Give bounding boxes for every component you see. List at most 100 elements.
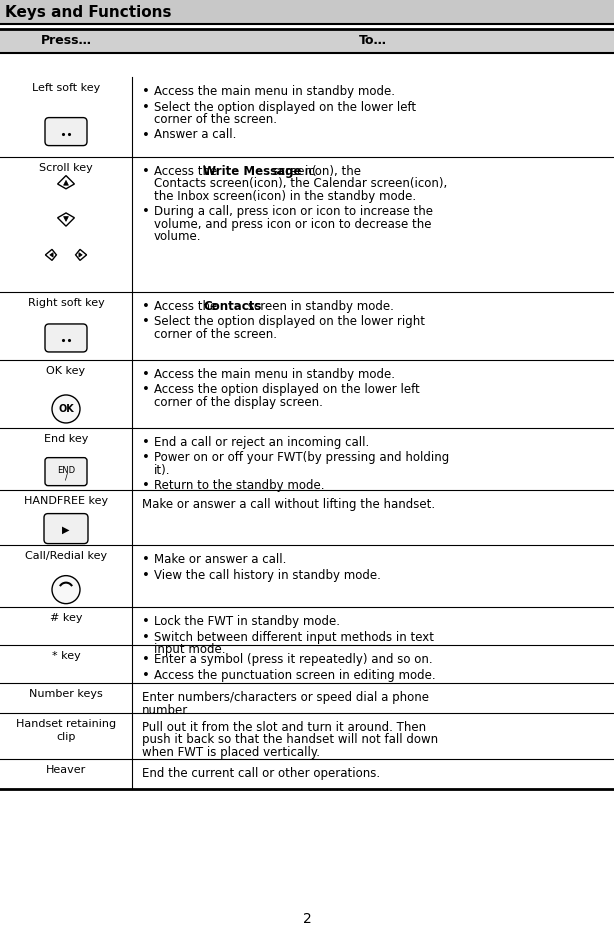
Text: Keys and Functions: Keys and Functions <box>5 5 171 20</box>
Text: Enter numbers/characters or speed dial a phone: Enter numbers/characters or speed dial a… <box>142 691 429 704</box>
Text: ▶: ▶ <box>62 525 70 535</box>
Text: Heaver: Heaver <box>46 765 86 775</box>
Text: push it back so that the handset will not fall down: push it back so that the handset will no… <box>142 733 438 746</box>
Text: End a call or reject an incoming call.: End a call or reject an incoming call. <box>154 436 369 449</box>
Bar <box>0 645 614 683</box>
Text: •: • <box>142 165 150 178</box>
Text: HANDFREE key: HANDFREE key <box>24 496 108 506</box>
Text: it).: it). <box>154 464 171 477</box>
Text: Select the option displayed on the lower left: Select the option displayed on the lower… <box>154 100 416 113</box>
Text: Make or answer a call.: Make or answer a call. <box>154 553 286 566</box>
Text: Return to the standby mode.: Return to the standby mode. <box>154 480 325 493</box>
FancyBboxPatch shape <box>45 324 87 352</box>
Text: Enter a symbol (press it repeatedly) and so on.: Enter a symbol (press it repeatedly) and… <box>154 653 433 666</box>
Text: screen(: screen( <box>270 165 317 178</box>
Text: •: • <box>142 315 150 328</box>
Bar <box>0 360 614 428</box>
Circle shape <box>52 395 80 423</box>
Text: •: • <box>142 480 150 493</box>
Text: •: • <box>142 653 150 666</box>
Text: number.: number. <box>142 703 191 716</box>
Text: OK: OK <box>58 404 74 414</box>
Text: •: • <box>142 128 150 141</box>
FancyBboxPatch shape <box>44 513 88 543</box>
Text: volume.: volume. <box>154 231 201 243</box>
Text: END: END <box>57 467 75 475</box>
Circle shape <box>52 576 80 604</box>
Text: Contacts screen(icon), the Calendar screen(icon),: Contacts screen(icon), the Calendar scre… <box>154 178 447 191</box>
Bar <box>0 77 614 157</box>
Bar <box>0 545 614 607</box>
Text: Press…: Press… <box>41 35 91 48</box>
Text: * key: * key <box>52 651 80 661</box>
Text: •: • <box>142 568 150 582</box>
Text: Make or answer a call without lifting the handset.: Make or answer a call without lifting th… <box>142 498 435 511</box>
Text: To…: To… <box>359 35 387 48</box>
Text: 2: 2 <box>303 912 311 926</box>
Text: Select the option displayed on the lower right: Select the option displayed on the lower… <box>154 315 425 328</box>
Text: Access the: Access the <box>154 300 221 313</box>
Text: Access the punctuation screen in editing mode.: Access the punctuation screen in editing… <box>154 669 435 682</box>
Text: # key: # key <box>50 613 82 623</box>
Polygon shape <box>79 252 82 257</box>
Text: corner of the display screen.: corner of the display screen. <box>154 396 323 409</box>
Text: Pull out it from the slot and turn it around. Then: Pull out it from the slot and turn it ar… <box>142 721 426 734</box>
Text: clip: clip <box>56 731 76 741</box>
Bar <box>0 607 614 645</box>
Bar <box>0 428 614 490</box>
Text: Access the main menu in standby mode.: Access the main menu in standby mode. <box>154 368 395 381</box>
Text: Scroll key: Scroll key <box>39 163 93 173</box>
Text: •: • <box>142 615 150 628</box>
Text: corner of the screen.: corner of the screen. <box>154 328 277 341</box>
Text: •: • <box>142 669 150 682</box>
Text: Access the: Access the <box>154 165 221 178</box>
Text: •: • <box>142 85 150 98</box>
Text: Write Message: Write Message <box>203 165 301 178</box>
Text: volume, and press icon or icon to decrease the: volume, and press icon or icon to decrea… <box>154 218 432 231</box>
Bar <box>0 490 614 545</box>
Text: Lock the FWT in standby mode.: Lock the FWT in standby mode. <box>154 615 340 628</box>
Text: During a call, press icon or icon to increase the: During a call, press icon or icon to inc… <box>154 206 433 219</box>
Text: •: • <box>142 452 150 465</box>
Text: •: • <box>142 206 150 219</box>
Text: /: / <box>64 472 68 482</box>
Text: Left soft key: Left soft key <box>32 83 100 93</box>
Text: when FWT is placed vertically.: when FWT is placed vertically. <box>142 746 320 759</box>
Text: Right soft key: Right soft key <box>28 298 104 308</box>
Text: Call/Redial key: Call/Redial key <box>25 551 107 561</box>
Text: •: • <box>142 383 150 396</box>
Polygon shape <box>64 217 68 222</box>
Text: •: • <box>142 630 150 643</box>
Bar <box>0 713 614 759</box>
Text: •: • <box>142 368 150 381</box>
Polygon shape <box>50 252 53 257</box>
Text: •: • <box>142 553 150 566</box>
Text: screen in standby mode.: screen in standby mode. <box>244 300 394 313</box>
Text: icon), the: icon), the <box>305 165 361 178</box>
Text: Number keys: Number keys <box>29 689 103 699</box>
Text: •: • <box>142 436 150 449</box>
Text: Contacts: Contacts <box>203 300 262 313</box>
Text: End key: End key <box>44 434 88 444</box>
Text: the Inbox screen(icon) in the standby mode.: the Inbox screen(icon) in the standby mo… <box>154 190 416 203</box>
Bar <box>0 0 614 24</box>
Text: Answer a call.: Answer a call. <box>154 128 236 141</box>
Text: End the current call or other operations.: End the current call or other operations… <box>142 767 380 780</box>
Text: corner of the screen.: corner of the screen. <box>154 113 277 126</box>
FancyBboxPatch shape <box>45 118 87 146</box>
Text: View the call history in standby mode.: View the call history in standby mode. <box>154 568 381 582</box>
Text: Switch between different input methods in text: Switch between different input methods i… <box>154 630 434 643</box>
Bar <box>0 157 614 292</box>
Text: Access the option displayed on the lower left: Access the option displayed on the lower… <box>154 383 420 396</box>
Text: •: • <box>142 100 150 113</box>
Polygon shape <box>64 180 68 185</box>
Text: input mode.: input mode. <box>154 643 225 656</box>
Text: •: • <box>142 300 150 313</box>
Text: OK key: OK key <box>47 366 85 376</box>
Bar <box>0 29 614 53</box>
Bar <box>0 683 614 713</box>
Bar <box>0 292 614 360</box>
Text: Access the main menu in standby mode.: Access the main menu in standby mode. <box>154 85 395 98</box>
Text: Power on or off your FWT(by pressing and holding: Power on or off your FWT(by pressing and… <box>154 452 449 465</box>
Bar <box>0 759 614 789</box>
